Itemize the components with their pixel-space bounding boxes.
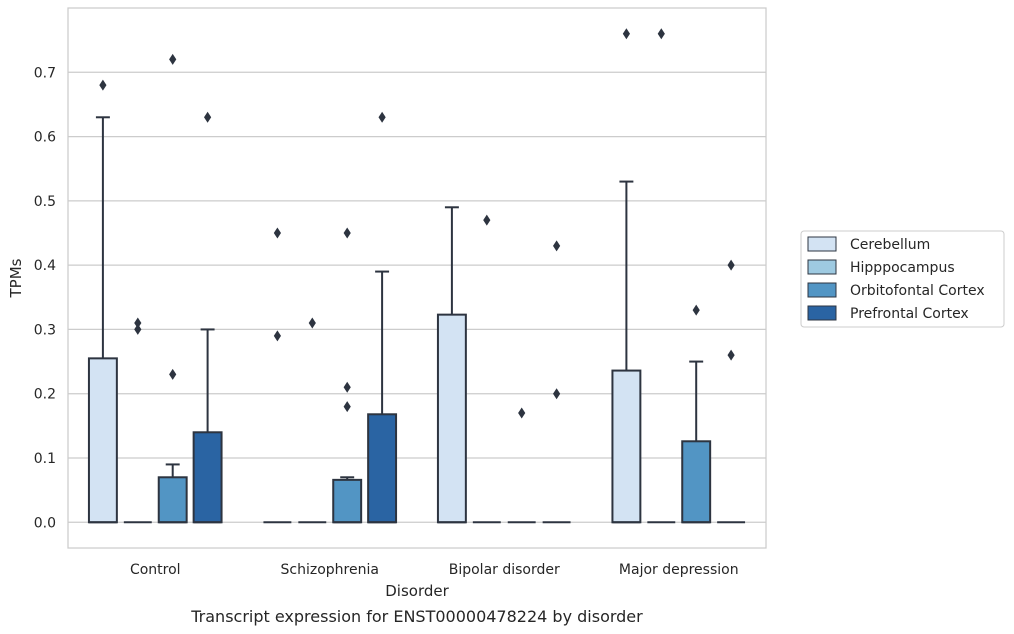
outlier-point [343, 381, 351, 393]
x-tick-label: Control [130, 562, 181, 578]
x-tick-labels: Control Schizophrenia Bipolar disorder Majo… [130, 562, 739, 578]
box-body [87, 357, 118, 524]
outlier-point [169, 368, 177, 380]
box-orbitofontal-cortex [332, 476, 363, 524]
box-cerebellum [87, 116, 118, 524]
outlier-point [343, 227, 351, 239]
plot-frame [67, 7, 767, 549]
legend-label: Hipppocampus [850, 260, 955, 276]
outlier-point [99, 79, 107, 91]
outlier-point [273, 330, 281, 342]
outlier-point [483, 214, 491, 226]
legend-swatch [807, 305, 837, 321]
box-body [192, 431, 223, 524]
y-tick-label: 0.3 [34, 322, 56, 338]
outlier-point [727, 259, 735, 271]
box-cerebellum [436, 206, 467, 524]
y-tick-labels: 0.0 0.1 0.2 0.3 0.4 0.5 0.6 0.7 [34, 65, 56, 531]
boxes-layer [87, 116, 746, 524]
outliers-layer [99, 28, 735, 419]
legend: Cerebellum Hipppocampus Orbitofontal Corte… [800, 230, 1005, 328]
outlier-point [622, 28, 630, 40]
x-tick-label: Major depression [619, 562, 739, 578]
legend-swatch [807, 282, 837, 298]
x-tick-label: Bipolar disorder [449, 562, 560, 578]
box-body [367, 413, 398, 524]
y-tick-label: 0.4 [34, 258, 56, 274]
box-body [681, 440, 712, 524]
y-tick-label: 0.7 [34, 65, 56, 81]
y-tick-label: 0.2 [34, 387, 56, 403]
box-prefrontal-cortex [367, 270, 398, 524]
box-body [611, 369, 642, 524]
x-axis-label: Disorder [385, 582, 449, 600]
outlier-point [692, 304, 700, 316]
legend-label: Orbitofontal Cortex [850, 283, 985, 299]
grid-lines [68, 71, 766, 523]
legend-label: Prefrontal Cortex [850, 306, 969, 322]
y-axis-label: TPMs [7, 258, 25, 298]
legend-swatch [807, 259, 837, 275]
box-prefrontal-cortex [192, 328, 223, 524]
outlier-point [553, 388, 561, 400]
box-orbitofontal-cortex [157, 463, 188, 524]
y-tick-label: 0.5 [34, 194, 56, 210]
y-tick-label: 0.6 [34, 130, 56, 146]
outlier-point [273, 227, 281, 239]
outlier-point [134, 317, 142, 329]
outlier-point [518, 407, 526, 419]
box-body [157, 476, 188, 524]
legend-swatch [807, 236, 837, 252]
outlier-point [657, 28, 665, 40]
box-body [436, 313, 467, 524]
outlier-point [169, 53, 177, 65]
outlier-point [134, 323, 142, 335]
outlier-point [727, 349, 735, 361]
outlier-point [343, 401, 351, 413]
outlier-point [378, 111, 386, 123]
y-tick-label: 0.0 [34, 515, 56, 531]
box-body [332, 478, 363, 524]
legend-frame [800, 230, 1005, 328]
y-tick-label: 0.1 [34, 451, 56, 467]
box-orbitofontal-cortex [681, 360, 712, 524]
legend-label: Cerebellum [850, 237, 930, 253]
figure-caption: Transcript expression for ENST0000047822… [190, 607, 643, 626]
outlier-point [204, 111, 212, 123]
outlier-point [553, 240, 561, 252]
box-cerebellum [611, 180, 642, 524]
outlier-point [308, 317, 316, 329]
x-tick-label: Schizophrenia [281, 562, 379, 578]
